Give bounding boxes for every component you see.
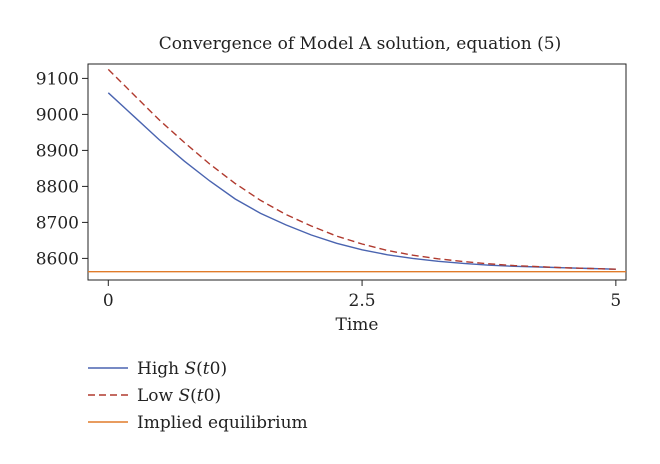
x-axis-label: Time — [336, 315, 379, 335]
series-layer — [88, 68, 626, 273]
y-tick-label: 8800 — [36, 177, 79, 197]
legend: High S(t0) Low S(t0) Implied equilibrium — [88, 359, 308, 433]
y-tick-label: 9100 — [36, 69, 79, 89]
y-tick-label: 8700 — [36, 213, 79, 233]
series-line-0 — [107, 92, 616, 270]
y-tick-label: 9000 — [36, 105, 79, 125]
y-tick-label: 8600 — [36, 249, 79, 269]
legend-label-0: High S(t0) — [137, 359, 227, 379]
x-axis: 0 2.5 5 — [103, 280, 621, 311]
plot-area — [87, 63, 627, 281]
legend-label-1: Low S(t0) — [137, 386, 221, 406]
x-tick-label: 0 — [103, 291, 114, 311]
chart-title: Convergence of Model A solution, equatio… — [159, 34, 561, 54]
y-tick-label: 8900 — [36, 141, 79, 161]
plot-frame — [87, 63, 627, 281]
x-tick-label: 2.5 — [349, 291, 376, 311]
series-line-1 — [107, 68, 616, 270]
legend-label-2: Implied equilibrium — [137, 413, 308, 433]
y-axis: 8600 8700 8800 8900 9000 9100 — [36, 69, 88, 269]
x-tick-label: 5 — [610, 291, 621, 311]
